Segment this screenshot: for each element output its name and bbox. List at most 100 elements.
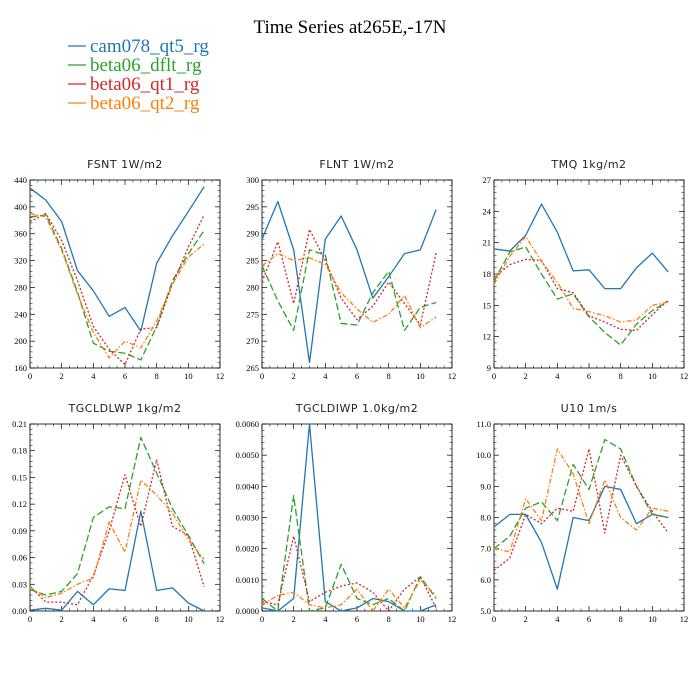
xtick-label-1-2: 4 bbox=[323, 371, 328, 381]
series-line-5-2 bbox=[493, 448, 669, 571]
series-line-0-0 bbox=[29, 186, 205, 332]
xtick-label-3-0: 0 bbox=[28, 614, 32, 624]
ytick-label-1-4: 285 bbox=[246, 256, 259, 266]
series-line-2-3 bbox=[493, 235, 669, 323]
xtick-label-1-3: 6 bbox=[355, 371, 359, 381]
xtick-label-1-0: 0 bbox=[260, 371, 264, 381]
ytick-label-2-3: 18 bbox=[483, 269, 492, 279]
xtick-label-0-6: 12 bbox=[216, 371, 225, 381]
series-line-1-1 bbox=[261, 249, 437, 332]
series-line-3-1 bbox=[29, 436, 205, 596]
series-line-3-0 bbox=[29, 510, 205, 612]
series-line-1-2 bbox=[261, 228, 437, 326]
panel-title-4: TGCLDIWP 1.0kg/m2 bbox=[295, 402, 419, 415]
xtick-label-3-5: 10 bbox=[184, 614, 193, 624]
panel-1: FLNT 1W/m2 265 270 275 280 285 290 295 300 0 2 4 6 8 1… bbox=[246, 158, 456, 381]
series-line-4-2 bbox=[261, 535, 437, 612]
panel-title-2: TMQ 1kg/m2 bbox=[550, 158, 626, 171]
ytick-label-2-5: 24 bbox=[483, 206, 492, 216]
xtick-label-5-4: 8 bbox=[619, 614, 623, 624]
ytick-label-4-1: 0.0010 bbox=[236, 575, 259, 585]
ytick-label-5-3: 8.0 bbox=[480, 513, 491, 523]
xtick-label-1-5: 10 bbox=[416, 371, 425, 381]
series-line-0-3 bbox=[29, 212, 205, 359]
series-line-1-3 bbox=[261, 252, 437, 329]
ytick-label-0-0: 160 bbox=[14, 363, 27, 373]
ytick-label-5-6: 11.0 bbox=[476, 419, 491, 429]
ytick-label-0-1: 200 bbox=[14, 336, 27, 346]
ytick-label-5-5: 10.0 bbox=[476, 450, 491, 460]
ytick-label-2-1: 12 bbox=[483, 332, 492, 342]
ytick-label-1-1: 270 bbox=[246, 336, 259, 346]
ytick-label-2-0: 9 bbox=[487, 363, 491, 373]
xtick-label-2-3: 6 bbox=[587, 371, 591, 381]
ytick-label-4-2: 0.0020 bbox=[236, 544, 259, 554]
xtick-label-4-0: 0 bbox=[260, 614, 264, 624]
xtick-label-3-3: 6 bbox=[123, 614, 127, 624]
xtick-label-3-4: 8 bbox=[155, 614, 159, 624]
xtick-label-0-3: 6 bbox=[123, 371, 127, 381]
series-line-2-0 bbox=[493, 203, 669, 290]
panel-title-3: TGCLDLWP 1kg/m2 bbox=[68, 402, 182, 415]
panel-title-5: U10 1m/s bbox=[561, 402, 618, 415]
ytick-label-1-0: 265 bbox=[246, 363, 259, 373]
series-line-4-3 bbox=[261, 579, 437, 612]
ytick-label-3-2: 0.06 bbox=[12, 553, 27, 563]
xtick-label-5-0: 0 bbox=[492, 614, 496, 624]
xtick-label-5-1: 2 bbox=[524, 614, 528, 624]
series-line-5-3 bbox=[493, 448, 669, 553]
ytick-label-4-4: 0.0040 bbox=[236, 481, 259, 491]
xtick-label-4-3: 6 bbox=[355, 614, 359, 624]
xtick-label-0-4: 8 bbox=[155, 371, 159, 381]
panel-5: U10 1m/s 5.0 6.0 7.0 8.0 9.0 10.0 11.0 0 2 4 6 8 10 12 bbox=[476, 402, 688, 624]
xtick-label-3-1: 2 bbox=[60, 614, 64, 624]
xtick-label-4-2: 4 bbox=[323, 614, 328, 624]
ytick-label-3-3: 0.09 bbox=[12, 526, 27, 536]
legend-entry-1: beta06_dflt_rg bbox=[90, 55, 202, 76]
xtick-label-4-5: 10 bbox=[416, 614, 425, 624]
plot-frame-3 bbox=[29, 423, 221, 612]
ytick-label-3-5: 0.15 bbox=[12, 472, 27, 482]
xtick-label-4-1: 2 bbox=[292, 614, 296, 624]
xtick-label-2-4: 8 bbox=[619, 371, 623, 381]
series-line-0-2 bbox=[29, 212, 205, 366]
xtick-label-1-4: 8 bbox=[387, 371, 391, 381]
legend-entry-2: beta06_qt1_rg bbox=[90, 74, 200, 95]
series-line-3-2 bbox=[29, 458, 205, 606]
xtick-label-1-1: 2 bbox=[292, 371, 296, 381]
xtick-label-2-0: 0 bbox=[492, 371, 496, 381]
ytick-label-3-7: 0.21 bbox=[12, 419, 27, 429]
ytick-label-0-7: 440 bbox=[14, 175, 27, 185]
series-line-1-0 bbox=[261, 200, 437, 364]
ytick-label-4-0: 0.0000 bbox=[236, 606, 259, 616]
series-line-0-1 bbox=[29, 214, 205, 361]
series-line-5-1 bbox=[493, 438, 669, 550]
ytick-label-2-2: 15 bbox=[483, 300, 492, 310]
series-line-4-0 bbox=[261, 423, 437, 612]
ytick-label-3-4: 0.12 bbox=[12, 499, 27, 509]
ytick-label-4-3: 0.0030 bbox=[236, 513, 259, 523]
xtick-label-4-4: 8 bbox=[387, 614, 391, 624]
panel-4: TGCLDIWP 1.0kg/m2 0.0000 0.0010 0.0020 0.003… bbox=[236, 402, 457, 624]
ytick-label-1-2: 275 bbox=[246, 309, 259, 319]
series-line-4-1 bbox=[261, 495, 437, 612]
xtick-label-0-5: 10 bbox=[184, 371, 193, 381]
ytick-label-0-3: 280 bbox=[14, 282, 27, 292]
plot-frame-1 bbox=[261, 179, 453, 369]
ytick-label-2-6: 27 bbox=[483, 175, 492, 185]
legend-entry-0: cam078_qt5_rg bbox=[90, 36, 209, 57]
xtick-label-5-5: 10 bbox=[648, 614, 657, 624]
ytick-label-1-5: 290 bbox=[246, 229, 259, 239]
ytick-label-3-0: 0.00 bbox=[12, 606, 27, 616]
panel-title-0: FSNT 1W/m2 bbox=[87, 158, 163, 171]
series-line-5-0 bbox=[493, 485, 669, 590]
ytick-label-3-6: 0.18 bbox=[12, 446, 27, 456]
ytick-label-0-4: 320 bbox=[14, 256, 27, 266]
ytick-label-2-4: 21 bbox=[483, 238, 492, 248]
ytick-label-5-1: 6.0 bbox=[480, 575, 491, 585]
legend: cam078_qt5_rgbeta06_dflt_rgbeta06_qt1_rg… bbox=[68, 36, 209, 114]
xtick-label-2-2: 4 bbox=[555, 371, 560, 381]
xtick-label-5-3: 6 bbox=[587, 614, 591, 624]
